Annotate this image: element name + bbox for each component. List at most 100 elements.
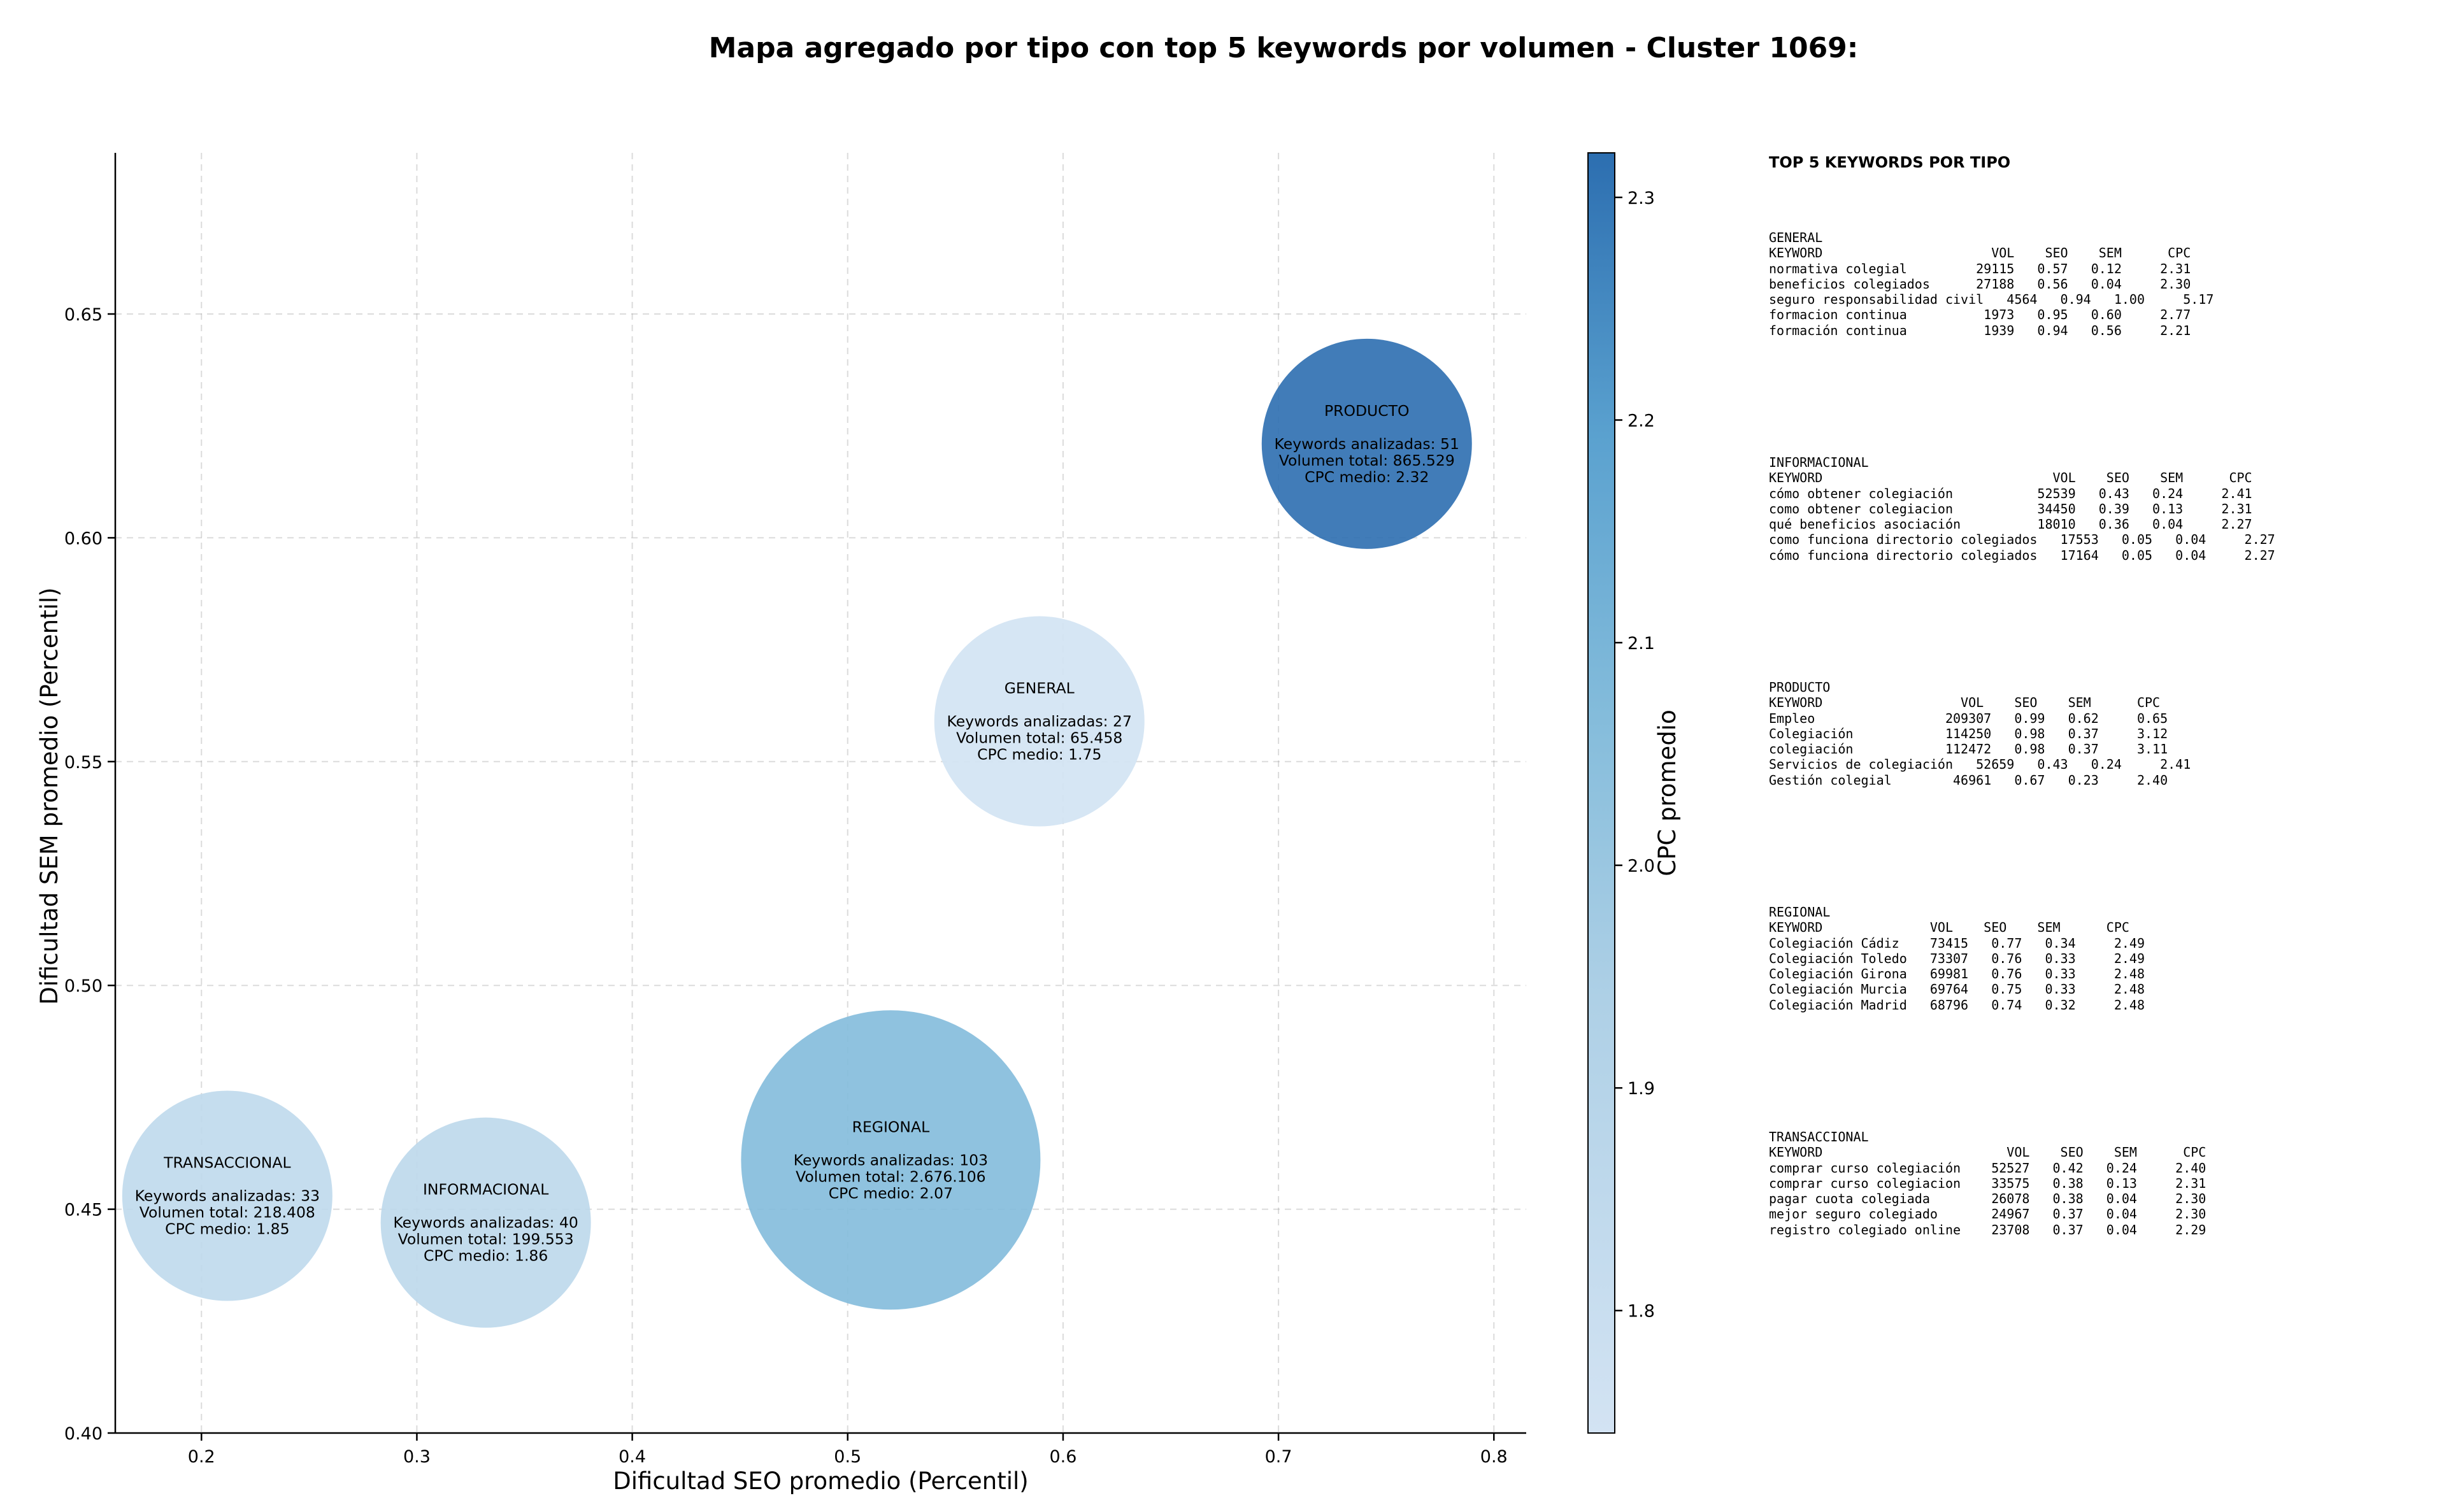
colorbar-label: CPC promedio bbox=[1654, 710, 1681, 876]
bubble-label-line: Keywords analizadas: 33 bbox=[135, 1187, 320, 1205]
keyword-table: PRODUCTO KEYWORD VOL SEO SEM CPC Empleo 20… bbox=[1769, 680, 2191, 788]
y-tick-label: 0.40 bbox=[64, 1424, 103, 1444]
colorbar-tick-label: 1.8 bbox=[1627, 1302, 1655, 1322]
colorbar-tick-label: 1.9 bbox=[1627, 1079, 1655, 1099]
bubble-label-line: Volumen total: 2.676.106 bbox=[796, 1167, 986, 1185]
keyword-table: GENERAL KEYWORD VOL SEO SEM CPC normativa … bbox=[1769, 230, 2214, 338]
keyword-table-row: Gestión colegial 46961 0.67 0.23 2.40 bbox=[1769, 772, 2168, 788]
bubble-label-transaccional: TRANSACCIONAL Keywords analizadas: 33 Volu… bbox=[135, 1154, 320, 1238]
y-tick-label: 0.65 bbox=[64, 305, 103, 325]
bubble-label-line: GENERAL bbox=[1005, 680, 1075, 697]
bubble-label-line: TRANSACCIONAL bbox=[163, 1154, 290, 1172]
bubble-transaccional bbox=[122, 1090, 333, 1301]
bubble-informacional bbox=[380, 1117, 591, 1328]
keyword-table-row: comprar curso colegiación 52527 0.42 0.2… bbox=[1769, 1160, 2206, 1176]
keyword-table-row: colegiación 112472 0.98 0.37 3.11 bbox=[1769, 741, 2168, 757]
bubble-label-regional: REGIONAL Keywords analizadas: 103 Volumen … bbox=[794, 1118, 988, 1202]
bubble-producto bbox=[1261, 338, 1472, 549]
colorbar: 1.8 1.9 2.0 2.1 2.2 2.3 CPC promedio bbox=[1587, 152, 1681, 1434]
bubble-label-line: CPC medio: 1.86 bbox=[424, 1247, 548, 1265]
bubble-labels: TRANSACCIONAL Keywords analizadas: 33 Volu… bbox=[135, 402, 1459, 1265]
y-tick-label: 0.55 bbox=[64, 753, 103, 773]
keyword-table-header: KEYWORD VOL SEO SEM CPC bbox=[1769, 920, 2129, 936]
bubble-label-producto: PRODUCTO Keywords analizadas: 51 Volumen t… bbox=[1275, 402, 1459, 486]
colorbar-tick-label: 2.0 bbox=[1627, 857, 1655, 876]
x-tick-label: 0.2 bbox=[188, 1447, 215, 1467]
bubble-label-line: CPC medio: 2.07 bbox=[829, 1184, 953, 1202]
bubble-label-line: Volumen total: 199.553 bbox=[398, 1230, 574, 1248]
y-axis-label: Dificultad SEM promedio (Percentil) bbox=[36, 587, 63, 1004]
bubble-label-line: REGIONAL bbox=[852, 1118, 930, 1136]
x-axis-label: Dificultad SEO promedio (Percentil) bbox=[613, 1467, 1028, 1495]
keyword-table-text: TRANSACCIONAL KEYWORD VOL SEO SEM CPC comp… bbox=[1769, 1129, 2206, 1237]
keyword-table-row: formacion continua 1973 0.95 0.60 2.77 bbox=[1769, 307, 2191, 323]
bubbles bbox=[122, 338, 1472, 1328]
y-tick-label: 0.45 bbox=[64, 1201, 103, 1220]
bubble-label-line: Keywords analizadas: 51 bbox=[1275, 435, 1459, 453]
keyword-table-row: Colegiación Cádiz 73415 0.77 0.34 2.49 bbox=[1769, 935, 2145, 951]
keyword-table-row: como funciona directorio colegiados 1755… bbox=[1769, 532, 2275, 548]
keyword-table-row: formación continua 1939 0.94 0.56 2.21 bbox=[1769, 322, 2191, 338]
keyword-table-row: Colegiación 114250 0.98 0.37 3.12 bbox=[1769, 725, 2168, 741]
keyword-table-row: como obtener colegiacion 34450 0.39 0.13… bbox=[1769, 501, 2252, 517]
keyword-table-title: PRODUCTO bbox=[1769, 680, 1831, 695]
keyword-table-header: KEYWORD VOL SEO SEM CPC bbox=[1769, 470, 2252, 486]
y-tick-label: 0.50 bbox=[64, 976, 103, 996]
keyword-table-row: comprar curso colegiacion 33575 0.38 0.1… bbox=[1769, 1175, 2206, 1191]
keyword-table-row: Servicios de colegiación 52659 0.43 0.24… bbox=[1769, 757, 2191, 773]
bubble-label-line: CPC medio: 1.75 bbox=[977, 746, 1101, 764]
keyword-table: REGIONAL KEYWORD VOL SEO SEM CPC Colegiaci… bbox=[1769, 904, 2145, 1013]
chart-title: Mapa agregado por tipo con top 5 keyword… bbox=[708, 32, 1859, 64]
keyword-table-title: GENERAL bbox=[1769, 230, 1823, 245]
keyword-table-row: Colegiación Madrid 68796 0.74 0.32 2.48 bbox=[1769, 997, 2145, 1013]
keyword-table-title: REGIONAL bbox=[1769, 904, 1831, 920]
bubble-regional bbox=[741, 1010, 1041, 1310]
keyword-table-row: normativa colegial 29115 0.57 0.12 2.31 bbox=[1769, 260, 2191, 276]
y-tick-label: 0.60 bbox=[64, 529, 103, 548]
bubble-label-informacional: INFORMACIONAL Keywords analizadas: 40 Volu… bbox=[393, 1181, 578, 1265]
keyword-table-text: REGIONAL KEYWORD VOL SEO SEM CPC Colegiaci… bbox=[1769, 904, 2145, 1013]
keyword-table-header: KEYWORD VOL SEO SEM CPC bbox=[1769, 1145, 2206, 1160]
bubble-label-line: Volumen total: 218.408 bbox=[139, 1204, 315, 1222]
colorbar-tick-label: 2.2 bbox=[1627, 411, 1655, 431]
x-tick-label: 0.4 bbox=[619, 1447, 646, 1467]
x-tick-label: 0.5 bbox=[834, 1447, 861, 1467]
keyword-table-text: PRODUCTO KEYWORD VOL SEO SEM CPC Empleo 20… bbox=[1769, 680, 2191, 788]
axes: 0.2 0.3 0.4 0.5 0.6 0.7 0.8 0.40 0.45 0.50 0.55 0.6… bbox=[36, 153, 1526, 1495]
keyword-table-row: Empleo 209307 0.99 0.62 0.65 bbox=[1769, 710, 2168, 726]
keyword-table-title: TRANSACCIONAL bbox=[1769, 1129, 1869, 1145]
bubble-label-line: INFORMACIONAL bbox=[423, 1181, 548, 1199]
keyword-table: INFORMACIONAL KEYWORD VOL SEO SEM CPC cómo… bbox=[1769, 455, 2275, 563]
x-tick-label: 0.6 bbox=[1049, 1447, 1076, 1467]
x-tick-label: 0.8 bbox=[1480, 1447, 1508, 1467]
bubble-label-line: PRODUCTO bbox=[1324, 402, 1410, 420]
bubble-label-line: Volumen total: 65.458 bbox=[956, 729, 1122, 747]
x-tick-label: 0.7 bbox=[1265, 1447, 1292, 1467]
keyword-table-row: mejor seguro colegiado 24967 0.37 0.04 2… bbox=[1769, 1206, 2206, 1222]
bubble-label-line: Volumen total: 865.529 bbox=[1279, 452, 1455, 469]
keyword-table-row: cómo obtener colegiación 52539 0.43 0.24… bbox=[1769, 485, 2252, 501]
keyword-table-text: GENERAL KEYWORD VOL SEO SEM CPC normativa … bbox=[1769, 230, 2214, 338]
keyword-table-header: KEYWORD VOL SEO SEM CPC bbox=[1769, 695, 2161, 711]
keyword-table-row: pagar cuota colegiada 26078 0.38 0.04 2.… bbox=[1769, 1191, 2206, 1207]
keyword-table-row: cómo funciona directorio colegiados 1716… bbox=[1769, 547, 2275, 563]
colorbar-tick-label: 2.3 bbox=[1627, 189, 1655, 208]
x-tick-label: 0.3 bbox=[403, 1447, 431, 1467]
keyword-table-row: Colegiación Girona 69981 0.76 0.33 2.48 bbox=[1769, 966, 2145, 982]
keyword-table-row: qué beneficios asociación 18010 0.36 0.0… bbox=[1769, 517, 2252, 532]
bubble-label-line: Keywords analizadas: 103 bbox=[794, 1151, 988, 1169]
bubble-label-line: CPC medio: 2.32 bbox=[1305, 468, 1429, 486]
keyword-table-row: Colegiación Murcia 69764 0.75 0.33 2.48 bbox=[1769, 981, 2145, 997]
colorbar-gradient bbox=[1587, 152, 1615, 1434]
keyword-table-row: beneficios colegiados 27188 0.56 0.04 2.… bbox=[1769, 276, 2191, 292]
keyword-table-title: INFORMACIONAL bbox=[1769, 455, 1869, 470]
keyword-table: TRANSACCIONAL KEYWORD VOL SEO SEM CPC comp… bbox=[1769, 1129, 2206, 1237]
keyword-table-row: registro colegiado online 23708 0.37 0.0… bbox=[1769, 1222, 2206, 1237]
keyword-table-row: Colegiación Toledo 73307 0.76 0.33 2.49 bbox=[1769, 950, 2145, 966]
keyword-table-row: seguro responsabilidad civil 4564 0.94 1… bbox=[1769, 292, 2214, 308]
bubble-label-line: CPC medio: 1.85 bbox=[165, 1220, 289, 1238]
colorbar-tick-label: 2.1 bbox=[1627, 634, 1655, 653]
panel-title: TOP 5 KEYWORDS POR TIPO bbox=[1769, 153, 2011, 171]
keyword-table-header: KEYWORD VOL SEO SEM CPC bbox=[1769, 245, 2191, 261]
